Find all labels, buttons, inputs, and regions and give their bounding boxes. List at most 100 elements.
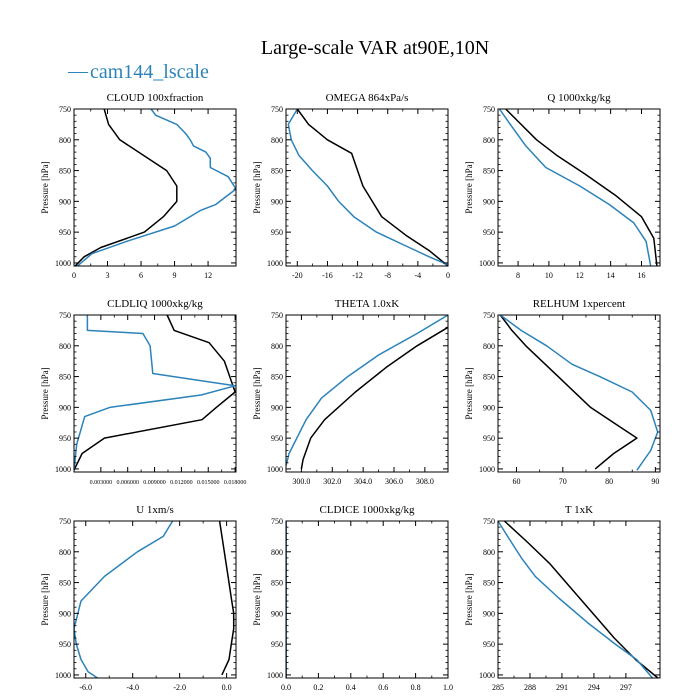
y-tick-label: 750 xyxy=(483,517,495,526)
panel-title: Q 1000xkg/kg xyxy=(547,92,611,104)
legend-label: cam144_lscale xyxy=(90,61,209,83)
panel-title: T 1xK xyxy=(565,504,593,516)
panel-title: OMEGA 864xPa/s xyxy=(326,92,409,104)
x-tick-label: 60 xyxy=(513,477,521,486)
plot-mask xyxy=(50,515,74,684)
panel-5: THETA 1.0xK Pressure [hPa] 750 800 850 900 950… xyxy=(252,298,460,486)
x-tick-label: -6.0 xyxy=(79,683,92,692)
y-axis-label: Pressure [hPa] xyxy=(252,573,262,625)
x-tick-label: 304.0 xyxy=(354,477,372,486)
x-tick-label: 9 xyxy=(173,271,177,280)
panel-title: U 1xm/s xyxy=(136,504,174,516)
series-line-black xyxy=(296,108,449,267)
legend: — cam144_lscale xyxy=(67,60,209,83)
x-tick-label: 6 xyxy=(139,271,143,280)
y-tick-label: 800 xyxy=(483,342,495,351)
series-line-cam144_lscale xyxy=(287,108,449,266)
series-line-cam144_lscale xyxy=(499,314,659,471)
x-tick-label: 0.0 xyxy=(222,683,232,692)
panel-1: CLOUD 100xfraction Pressure [hPa] 750 800 85… xyxy=(40,92,248,280)
plot-mask xyxy=(474,103,498,272)
y-tick-label: 850 xyxy=(271,167,283,176)
x-tick-label: -2.0 xyxy=(173,683,186,692)
legend-line-icon: — xyxy=(67,60,89,82)
y-tick-label: 750 xyxy=(271,517,283,526)
x-tick-label: 14 xyxy=(607,271,615,280)
y-tick-label: 1000 xyxy=(267,465,283,474)
panel-7: U 1xm/s Pressure [hPa] 750 800 850 900 950 1000… xyxy=(40,504,248,692)
plot-mask xyxy=(448,515,460,684)
plot-mask xyxy=(448,103,460,272)
series-line-black xyxy=(503,520,659,679)
y-tick-label: 950 xyxy=(483,434,495,443)
y-axis-label: Pressure [hPa] xyxy=(40,161,50,213)
y-tick-label: 950 xyxy=(271,640,283,649)
y-tick-label: 900 xyxy=(59,403,71,412)
y-axis-label: Pressure [hPa] xyxy=(252,161,262,213)
y-tick-label: 750 xyxy=(483,105,495,114)
x-tick-label: 306.0 xyxy=(385,477,403,486)
plot-mask xyxy=(660,103,672,272)
plot-mask xyxy=(660,309,672,478)
y-axis-label: Pressure [hPa] xyxy=(464,573,474,625)
x-tick-label: 0.015000 xyxy=(197,480,220,486)
y-tick-label: 750 xyxy=(271,105,283,114)
y-tick-label: 850 xyxy=(483,579,495,588)
y-tick-label: 850 xyxy=(59,167,71,176)
x-tick-label: -4 xyxy=(415,271,422,280)
y-axis-label: Pressure [hPa] xyxy=(464,367,474,419)
y-tick-label: 850 xyxy=(483,167,495,176)
x-tick-label: 10 xyxy=(545,271,553,280)
x-tick-label: 300.0 xyxy=(292,477,310,486)
series-line-cam144_lscale xyxy=(76,108,237,267)
plot-mask xyxy=(474,309,498,478)
plot-mask xyxy=(50,309,74,478)
x-tick-label: 0.012000 xyxy=(170,480,193,486)
x-tick-label: 285 xyxy=(492,683,504,692)
y-axis-label: Pressure [hPa] xyxy=(464,161,474,213)
plot-mask xyxy=(236,515,248,684)
series-line-black xyxy=(505,108,658,267)
panel-title: THETA 1.0xK xyxy=(335,298,400,310)
x-tick-label: -20 xyxy=(292,271,303,280)
series-line-cam144_lscale xyxy=(497,520,654,679)
plot-mask xyxy=(50,103,74,272)
y-tick-label: 1000 xyxy=(55,671,71,680)
plot-mask xyxy=(236,309,248,478)
y-tick-label: 800 xyxy=(483,136,495,145)
series-line-black xyxy=(73,314,236,471)
plot-frame xyxy=(497,108,661,267)
x-tick-label: 0.003000 xyxy=(90,480,113,486)
y-tick-label: 800 xyxy=(59,342,71,351)
plot-mask xyxy=(660,515,672,684)
panel-title: CLDLIQ 1000xkg/kg xyxy=(107,298,203,310)
panel-title: CLOUD 100xfraction xyxy=(107,92,204,104)
y-tick-label: 950 xyxy=(271,434,283,443)
y-tick-label: 800 xyxy=(59,136,71,145)
panel-3: Q 1000xkg/kg Pressure [hPa] 750 800 850 900 95… xyxy=(464,92,672,280)
y-tick-label: 900 xyxy=(271,403,283,412)
y-tick-label: 750 xyxy=(271,311,283,320)
x-tick-label: 16 xyxy=(637,271,645,280)
y-tick-label: 750 xyxy=(59,311,71,320)
x-tick-label: 0.009000 xyxy=(143,480,166,486)
series-line-cam144_lscale xyxy=(498,108,652,267)
x-tick-label: 0 xyxy=(72,271,76,280)
y-tick-label: 1000 xyxy=(55,465,71,474)
x-tick-label: 80 xyxy=(605,477,613,486)
series-line-black xyxy=(499,314,638,470)
series-line-cam144_lscale xyxy=(73,315,236,471)
x-tick-label: 288 xyxy=(524,683,536,692)
y-tick-label: 850 xyxy=(483,373,495,382)
y-tick-label: 750 xyxy=(59,105,71,114)
panel-6: RELHUM 1xpercent Pressure [hPa] 750 800 850 9… xyxy=(464,298,672,486)
x-tick-label: 12 xyxy=(576,271,584,280)
panel-9: T 1xK Pressure [hPa] 750 800 850 900 950 1000 28… xyxy=(464,504,672,692)
y-tick-label: 1000 xyxy=(267,671,283,680)
y-tick-label: 750 xyxy=(483,311,495,320)
y-tick-label: 850 xyxy=(271,579,283,588)
panel-title: CLDICE 1000xkg/kg xyxy=(319,504,415,516)
y-tick-label: 900 xyxy=(271,197,283,206)
plot-mask xyxy=(448,309,460,478)
